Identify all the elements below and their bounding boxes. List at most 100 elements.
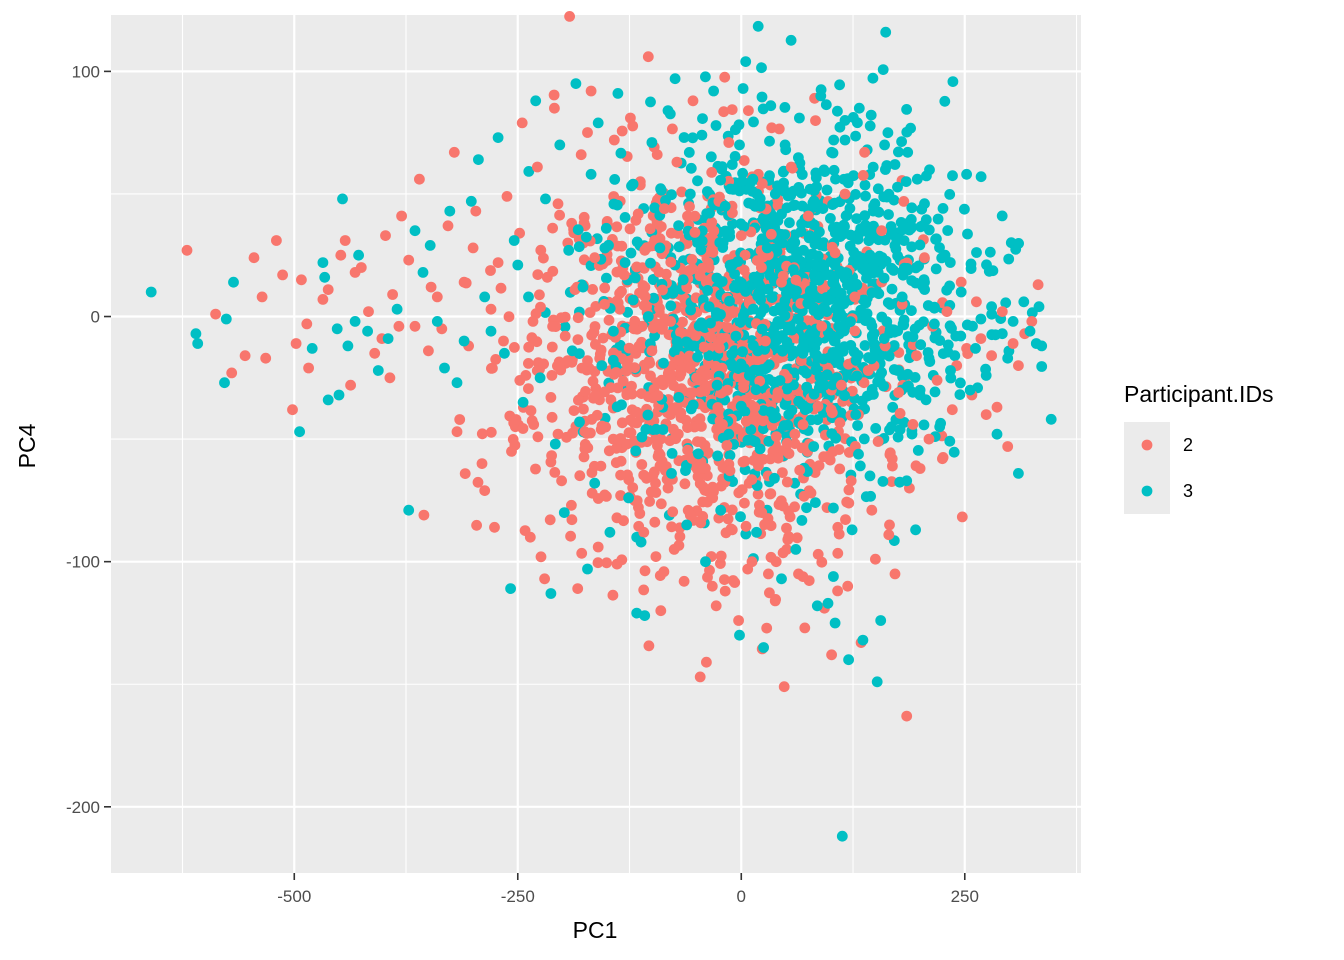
point-series-3	[984, 246, 996, 258]
point-series-3	[625, 247, 637, 259]
point-series-3	[545, 588, 557, 599]
point-series-2	[1002, 441, 1014, 452]
point-series-3	[961, 319, 973, 331]
point-series-3	[798, 244, 809, 256]
point-series-2	[799, 622, 811, 634]
point-series-3	[745, 424, 757, 436]
point-series-3	[688, 340, 700, 352]
point-series-3	[853, 102, 865, 114]
point-series-3	[868, 200, 879, 212]
point-series-3	[986, 329, 998, 341]
point-series-2	[816, 320, 828, 332]
point-series-3	[716, 161, 728, 173]
point-series-2	[639, 565, 651, 577]
point-series-3	[797, 347, 809, 359]
point-series-2	[616, 125, 628, 137]
point-series-3	[523, 166, 535, 177]
point-series-2	[618, 269, 630, 281]
point-series-3	[889, 326, 900, 338]
point-series-2	[526, 332, 538, 344]
point-series-2	[839, 188, 851, 200]
point-series-3	[705, 317, 716, 329]
point-series-2	[739, 497, 750, 509]
point-series-2	[573, 394, 584, 406]
point-series-3	[910, 524, 921, 536]
point-series-2	[485, 303, 497, 315]
point-series-3	[306, 343, 318, 354]
point-series-2	[363, 306, 374, 317]
point-series-2	[566, 514, 578, 526]
point-series-3	[294, 426, 305, 438]
point-series-2	[380, 230, 391, 242]
point-series-3	[920, 214, 932, 226]
point-series-3	[805, 328, 816, 340]
point-series-3	[945, 365, 956, 376]
point-series-3	[479, 291, 491, 303]
point-series-3	[959, 203, 970, 215]
point-series-2	[641, 472, 652, 484]
point-series-3	[322, 394, 334, 406]
point-series-3	[832, 105, 843, 117]
point-series-3	[742, 434, 754, 446]
point-series-3	[726, 348, 738, 360]
point-series-2	[896, 298, 908, 310]
point-series-2	[459, 468, 471, 479]
point-series-3	[1036, 361, 1048, 372]
point-series-2	[650, 551, 662, 562]
point-series-2	[454, 414, 466, 425]
point-series-2	[572, 583, 584, 594]
point-series-2	[530, 463, 541, 475]
point-series-2	[893, 387, 904, 398]
point-series-3	[810, 232, 822, 244]
point-series-2	[727, 207, 738, 219]
point-series-3	[798, 339, 809, 351]
point-series-3	[769, 216, 780, 227]
point-series-3	[896, 291, 908, 303]
point-series-2	[510, 414, 522, 425]
point-series-2	[845, 475, 857, 487]
point-series-2	[889, 568, 901, 580]
legend-marker-2	[1141, 439, 1153, 451]
point-series-2	[579, 426, 591, 438]
point-series-3	[786, 324, 798, 336]
point-series-3	[934, 335, 946, 346]
point-series-3	[705, 151, 717, 163]
point-series-3	[642, 311, 654, 322]
point-series-3	[737, 346, 748, 358]
point-series-3	[971, 247, 982, 258]
point-series-2	[723, 137, 735, 148]
point-series-2	[858, 377, 870, 389]
point-series-3	[883, 209, 894, 220]
point-series-3	[941, 284, 953, 296]
point-series-3	[781, 383, 793, 395]
point-series-3	[880, 26, 892, 38]
point-series-3	[769, 258, 781, 269]
point-series-2	[790, 274, 802, 286]
point-series-3	[795, 226, 807, 238]
point-series-3	[887, 401, 899, 413]
point-series-3	[820, 99, 832, 111]
point-series-3	[192, 338, 204, 349]
point-series-3	[779, 139, 791, 151]
point-series-3	[834, 79, 845, 91]
y-tick-label: -200	[66, 798, 100, 817]
point-series-3	[549, 438, 561, 450]
point-series-3	[756, 323, 768, 335]
legend-label-3: 3	[1183, 481, 1193, 501]
point-series-2	[883, 529, 895, 541]
point-series-3	[654, 242, 666, 254]
point-series-2	[403, 254, 415, 266]
point-series-3	[825, 213, 836, 224]
point-series-3	[667, 287, 679, 299]
point-series-2	[765, 228, 777, 240]
point-series-2	[665, 316, 676, 327]
point-series-3	[451, 377, 463, 389]
point-series-2	[721, 440, 733, 451]
point-series-3	[540, 193, 551, 205]
point-series-3	[897, 318, 909, 330]
point-series-3	[796, 218, 807, 230]
point-series-2	[884, 519, 895, 531]
point-series-3	[758, 423, 769, 435]
point-series-3	[786, 284, 798, 295]
point-series-2	[339, 235, 351, 246]
